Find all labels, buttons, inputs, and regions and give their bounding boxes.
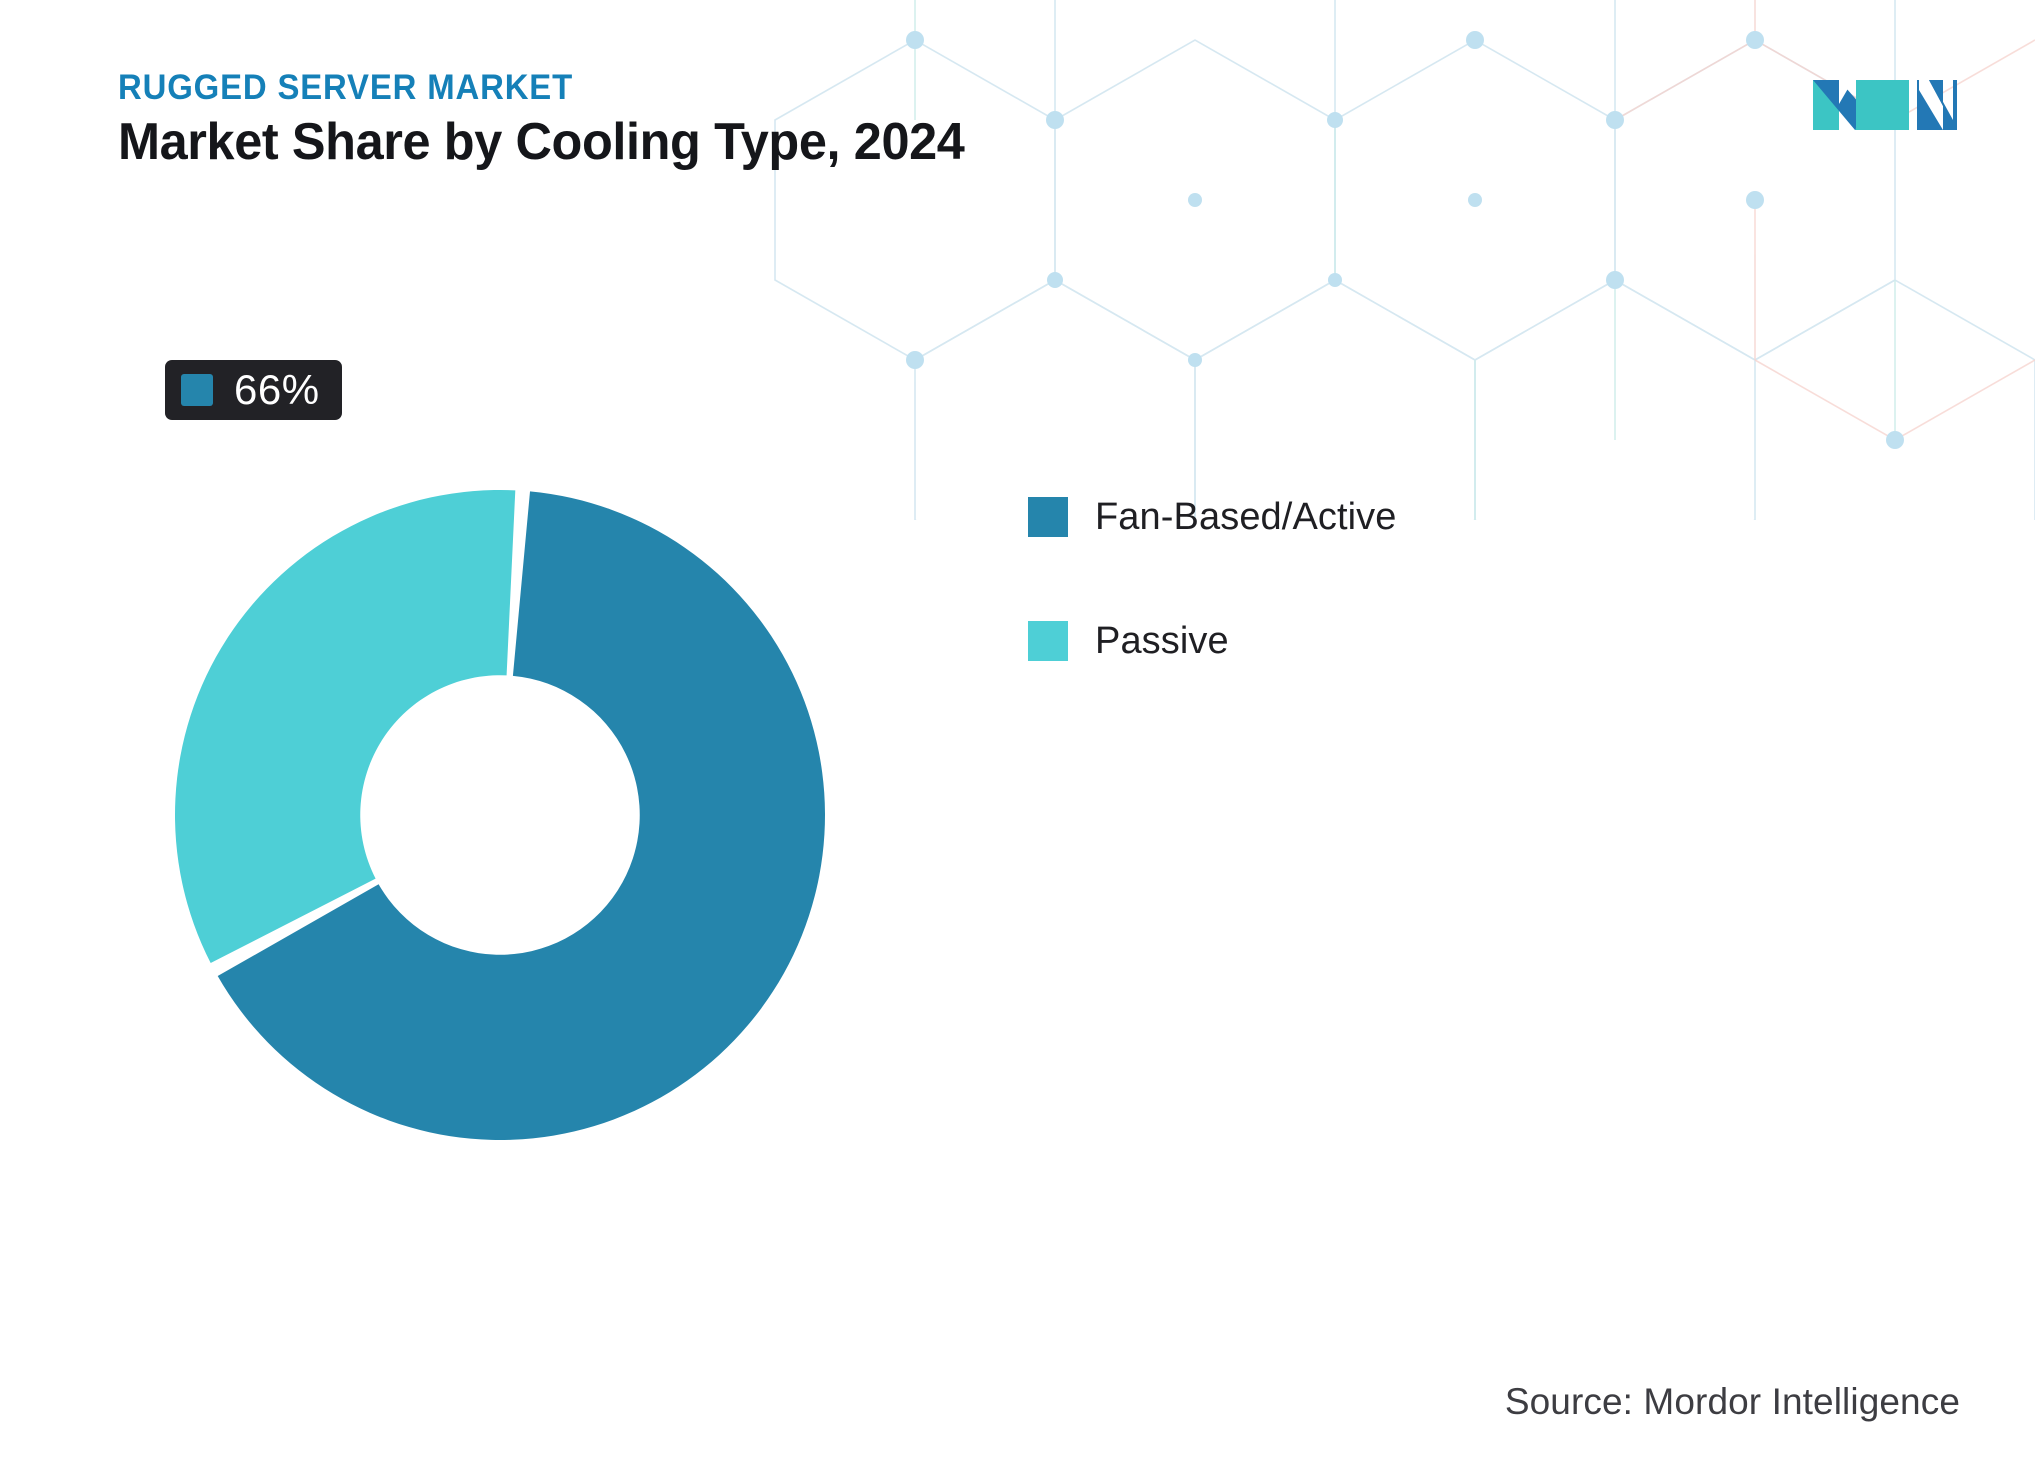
- mordor-intelligence-logo-icon: [1813, 80, 1957, 130]
- legend-swatch-passive: [1028, 621, 1068, 661]
- slice-fan-based-active[interactable]: [217, 491, 825, 1140]
- page-title: Market Share by Cooling Type, 2024: [118, 113, 965, 171]
- value-tooltip: 66%: [165, 360, 342, 420]
- source-attribution: Source: Mordor Intelligence: [1504, 1381, 1960, 1422]
- tooltip-value-label: 66%: [234, 366, 320, 413]
- slice-passive[interactable]: [174, 489, 516, 964]
- tooltip-color-swatch: [181, 374, 213, 406]
- donut-chart-svg: [174, 489, 825, 1140]
- legend-swatch-fan-based-active: [1028, 497, 1068, 537]
- legend-label-fan-based-active: Fan-Based/Active: [1095, 496, 1397, 538]
- legend-label-passive: Passive: [1095, 620, 1229, 662]
- legend-item-passive[interactable]: Passive: [1028, 619, 1397, 663]
- chart-legend: Fan-Based/Active Passive: [1028, 495, 1397, 743]
- chart-header: RUGGED SERVER MARKET Market Share by Coo…: [118, 70, 1318, 170]
- donut-chart: [60, 300, 940, 1180]
- legend-item-fan-based-active[interactable]: Fan-Based/Active: [1028, 495, 1397, 539]
- donut-slices: [174, 489, 825, 1140]
- eyebrow-title: RUGGED SERVER MARKET: [118, 68, 574, 107]
